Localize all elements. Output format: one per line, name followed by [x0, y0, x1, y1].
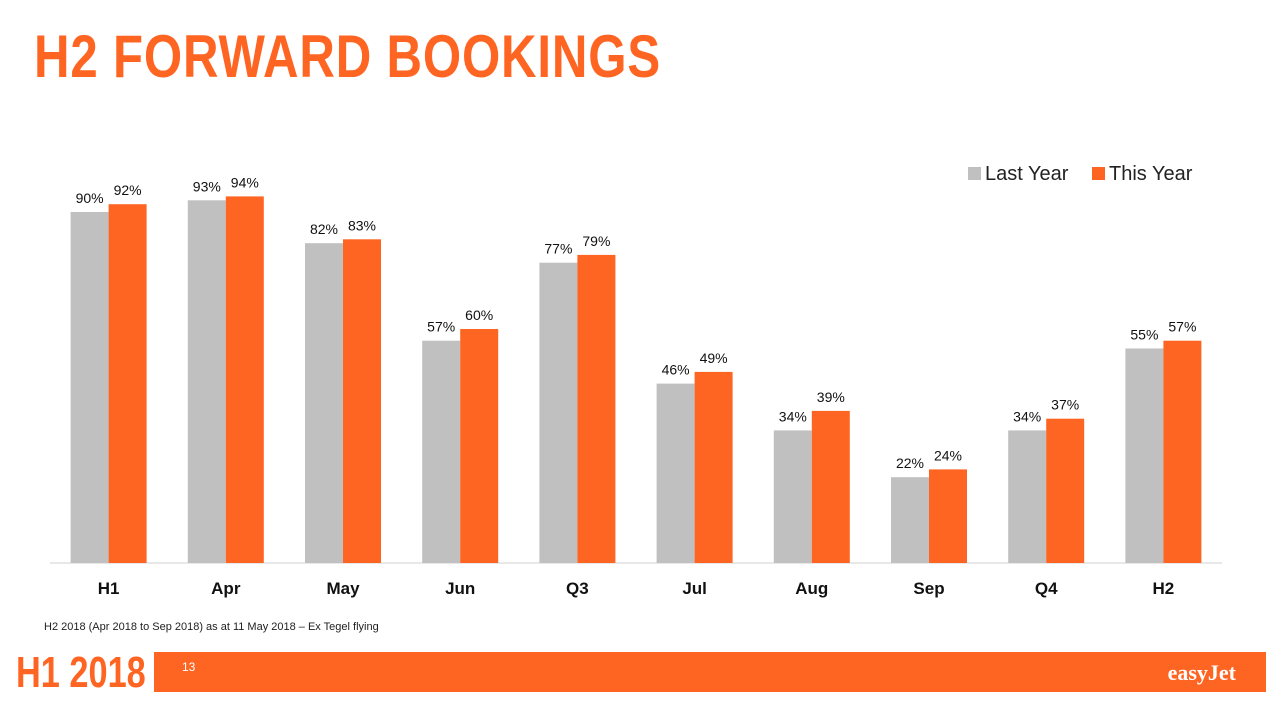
data-label: 60%: [465, 307, 493, 323]
bar-last-year-jun: [422, 340, 461, 563]
bar-this-year-jun: [460, 329, 499, 563]
category-label: Jul: [682, 579, 707, 598]
data-label: 77%: [544, 241, 572, 257]
bar-last-year-apr: [187, 200, 226, 564]
bar-chart: 90% 92% H1 93% 94% Apr 82% 83% May 57% 60% Jun 77% 79…: [50, 163, 1222, 598]
easyjet-logo: easyJet: [1167, 660, 1236, 685]
category-label: Aug: [795, 579, 828, 598]
bar-last-year-aug: [773, 430, 812, 563]
category-label: Q4: [1035, 579, 1058, 598]
bar-this-year-h2: [1163, 340, 1202, 563]
legend-label: Last Year: [985, 163, 1069, 185]
category-label: Apr: [211, 579, 241, 598]
data-label: 79%: [582, 233, 610, 249]
data-label: 24%: [934, 447, 962, 463]
bar-this-year-h1: [108, 204, 147, 563]
data-label: 82%: [310, 221, 338, 237]
bar-last-year-may: [305, 243, 343, 563]
bar-last-year-q4: [1008, 430, 1047, 563]
data-label: 55%: [1130, 327, 1158, 343]
category-label: H2: [1153, 579, 1175, 598]
bar-this-year-may: [343, 239, 381, 564]
data-label: 46%: [662, 362, 690, 378]
legend-swatch: [968, 167, 981, 180]
data-label: 57%: [1168, 319, 1196, 335]
category-label: Sep: [913, 579, 944, 598]
legend-swatch: [1092, 167, 1105, 180]
bar-last-year-h1: [70, 212, 109, 563]
page-number: 13: [182, 660, 196, 674]
category-label: Q3: [566, 579, 589, 598]
legend: Last Year This Year: [968, 163, 1193, 185]
data-label: 94%: [231, 174, 259, 190]
bar-last-year-q3: [539, 262, 578, 563]
data-label: 39%: [817, 389, 845, 405]
bar-this-year-apr: [225, 196, 264, 563]
data-label: 22%: [896, 455, 924, 471]
category-label: H1: [98, 579, 120, 598]
footer-brand: H1 2018: [16, 648, 146, 697]
data-label: 37%: [1051, 397, 1079, 413]
bar-last-year-sep: [891, 477, 929, 563]
data-label: 83%: [348, 217, 376, 233]
footnote: H2 2018 (Apr 2018 to Sep 2018) as at 11 …: [44, 621, 379, 633]
bar-this-year-aug: [811, 410, 850, 563]
bar-last-year-h2: [1125, 348, 1164, 563]
legend-label: This Year: [1109, 163, 1193, 185]
data-label: 92%: [114, 182, 142, 198]
data-label: 57%: [427, 319, 455, 335]
data-label: 93%: [193, 178, 221, 194]
category-label: May: [326, 579, 360, 598]
data-label: 90%: [76, 190, 104, 206]
bar-this-year-jul: [694, 371, 733, 563]
data-label: 34%: [779, 408, 807, 424]
data-label: 49%: [700, 350, 728, 366]
bar-this-year-q3: [577, 254, 616, 563]
bar-this-year-sep: [929, 469, 967, 563]
data-label: 34%: [1013, 408, 1041, 424]
page-title: H2 FORWARD BOOKINGS: [34, 23, 661, 90]
bar-this-year-q4: [1046, 418, 1085, 563]
footer-bar: 13 easyJet: [154, 652, 1266, 692]
bars-group: 90% 92% H1 93% 94% Apr 82% 83% May 57% 60% Jun 77% 79…: [70, 174, 1202, 598]
bar-last-year-jul: [656, 383, 695, 563]
category-label: Jun: [445, 579, 475, 598]
